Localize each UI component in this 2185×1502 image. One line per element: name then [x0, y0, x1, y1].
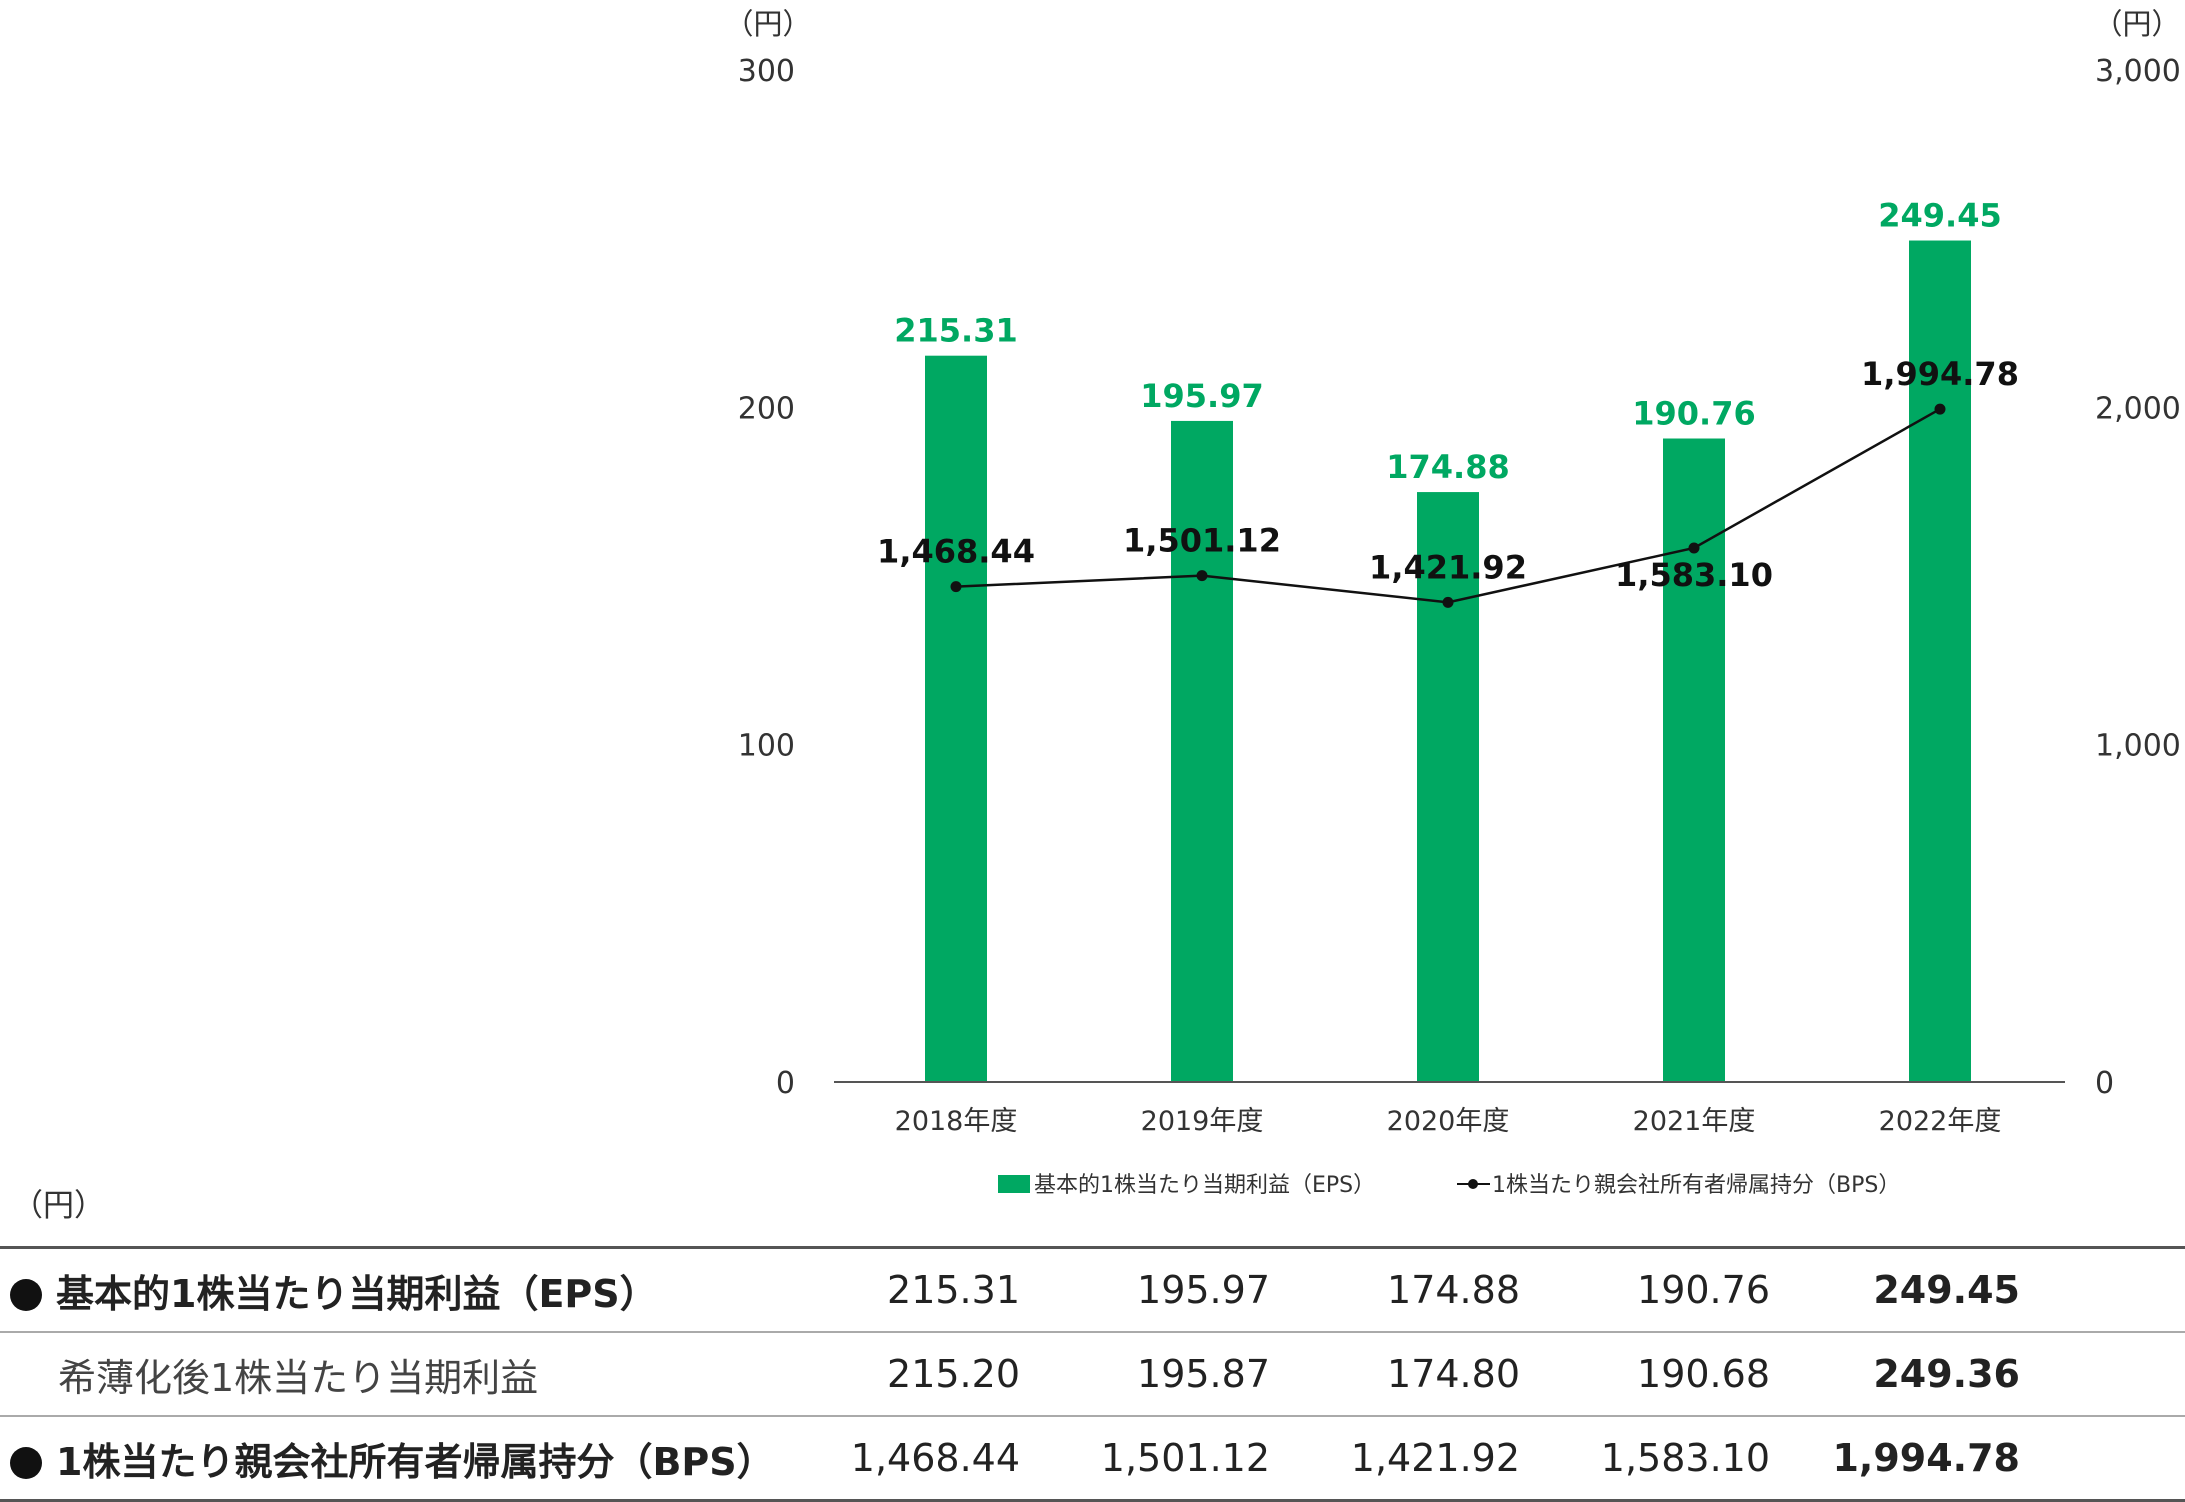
row-label: 希薄化後1株当たり当期利益: [58, 1355, 539, 1400]
cell-2021: 1,583.10: [1600, 1436, 1770, 1480]
x-tick-label: 2022年度: [1879, 1106, 2002, 1137]
right-axis-unit: （円）: [2093, 7, 2180, 41]
left-axis-unit: （円）: [724, 7, 811, 41]
eps-data-label: 215.31: [894, 312, 1017, 350]
cell-2019: 195.97: [1137, 1268, 1270, 1312]
cell-2022: 249.36: [1873, 1352, 2020, 1396]
x-tick-label: 2019年度: [1141, 1106, 1264, 1137]
left-tick-label: 100: [738, 729, 795, 764]
cell-2020: 174.88: [1387, 1268, 1520, 1312]
data-table: 基本的1株当たり当期利益（EPS） 215.31 195.97 174.88 1…: [0, 1246, 2185, 1502]
row-label: 基本的1株当たり当期利益（EPS）: [56, 1271, 658, 1316]
bps-data-label: 1,583.10: [1615, 556, 1773, 594]
cell-2022: 1,994.78: [1832, 1436, 2020, 1480]
eps-data-label: 190.76: [1632, 395, 1755, 433]
eps-bps-chart: （円） （円） 0 100 200 300 0 1,000 2,000 3,000 215.…: [724, 7, 2181, 1198]
bullet-icon: [10, 1446, 42, 1479]
table-row-diluted-eps: 希薄化後1株当たり当期利益 215.20 195.87 174.80 190.6…: [0, 1332, 2185, 1416]
left-axis-ticks: 0 100 200 300: [738, 54, 795, 1101]
bps-data-label: 1,994.78: [1861, 355, 2019, 393]
eps-bar: [1171, 420, 1233, 1082]
eps-bar: [925, 355, 987, 1082]
legend-eps-swatch: [998, 1175, 1030, 1193]
bps-marker: [1688, 542, 1700, 554]
eps-data-label: 249.45: [1878, 197, 2001, 235]
right-tick-label: 0: [2095, 1066, 2114, 1101]
cell-2020: 174.80: [1387, 1352, 1520, 1396]
eps-data-label: 174.88: [1386, 448, 1509, 486]
bps-data-label: 1,501.12: [1123, 522, 1281, 560]
bps-data-label: 1,468.44: [877, 533, 1035, 571]
row-label-cell: 1株当たり親会社所有者帰属持分（BPS）: [0, 1416, 820, 1501]
x-axis-labels: 2018年度 2019年度 2020年度 2021年度 2022年度: [895, 1106, 2002, 1137]
x-tick-label: 2021年度: [1633, 1106, 1756, 1137]
left-tick-label: 300: [738, 54, 795, 89]
row-label: 1株当たり親会社所有者帰属持分（BPS）: [56, 1439, 775, 1484]
cell-2019: 195.87: [1137, 1352, 1270, 1396]
cell-2019: 1,501.12: [1100, 1436, 1270, 1480]
cell-2021: 190.68: [1637, 1352, 1770, 1396]
table-unit-label: （円）: [12, 1188, 105, 1224]
bps-marker: [1934, 403, 1946, 415]
right-tick-label: 1,000: [2095, 729, 2181, 764]
cell-2021: 190.76: [1637, 1268, 1770, 1312]
legend-bps-label: 1株当たり親会社所有者帰属持分（BPS）: [1492, 1173, 1900, 1198]
table-row-bps: 1株当たり親会社所有者帰属持分（BPS） 1,468.44 1,501.12 1…: [0, 1416, 2185, 1501]
left-tick-label: 0: [776, 1066, 795, 1101]
bullet-icon: [10, 1278, 42, 1311]
eps-bars: 215.31 195.97 174.88 190.76 249.45: [894, 197, 2002, 1083]
bps-marker: [1442, 596, 1454, 608]
bps-marker: [1196, 570, 1208, 582]
right-tick-label: 2,000: [2095, 391, 2181, 426]
x-tick-label: 2020年度: [1387, 1106, 1510, 1137]
right-axis-ticks: 0 1,000 2,000 3,000: [2095, 54, 2181, 1101]
eps-data-label: 195.97: [1140, 377, 1263, 415]
eps-bar: [1417, 492, 1479, 1082]
row-label-cell: 基本的1株当たり当期利益（EPS）: [0, 1248, 820, 1333]
bps-line: 1,468.44 1,501.12 1,421.92 1,583.10 1,994.78: [877, 355, 2019, 608]
cell-2018: 215.20: [887, 1352, 1020, 1396]
cell-2018: 215.31: [887, 1268, 1020, 1312]
legend-bps-marker: [1468, 1179, 1478, 1189]
bps-data-label: 1,421.92: [1369, 548, 1527, 586]
cell-2018: 1,468.44: [850, 1436, 1020, 1480]
cell-2020: 1,421.92: [1350, 1436, 1520, 1480]
left-tick-label: 200: [738, 391, 795, 426]
legend-eps-label: 基本的1株当たり当期利益（EPS）: [1034, 1173, 1375, 1198]
table-row-eps: 基本的1株当たり当期利益（EPS） 215.31 195.97 174.88 1…: [0, 1247, 2185, 1333]
legend: 基本的1株当たり当期利益（EPS） 1株当たり親会社所有者帰属持分（BPS）: [998, 1173, 1900, 1198]
bps-marker: [950, 581, 962, 593]
eps-bar: [1909, 240, 1971, 1083]
right-tick-label: 3,000: [2095, 54, 2181, 89]
cell-2022: 249.45: [1873, 1268, 2020, 1312]
x-tick-label: 2018年度: [895, 1106, 1018, 1137]
